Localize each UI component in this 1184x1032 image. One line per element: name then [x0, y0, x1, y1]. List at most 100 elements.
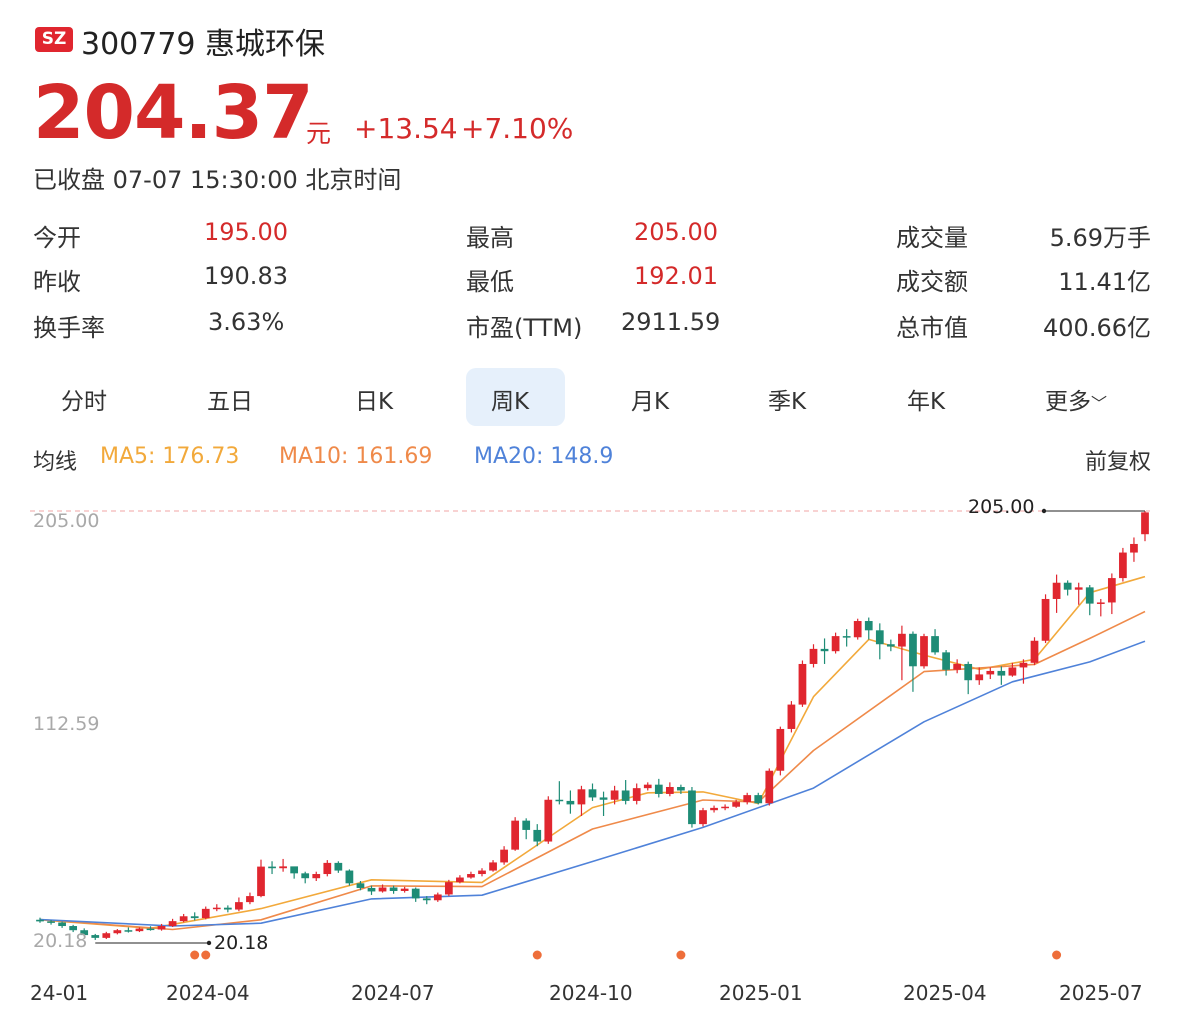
candle-down: [555, 799, 564, 802]
candle-up: [787, 704, 796, 729]
tab-monthly-k[interactable]: 月K: [631, 389, 670, 415]
market-status: 已收盘 07-07 15:30:00 北京时间: [33, 166, 402, 194]
candle-down: [268, 866, 276, 869]
candle-down: [80, 930, 89, 936]
tab-more[interactable]: 更多﹀: [1045, 382, 1107, 416]
price-unit: 元: [306, 119, 332, 148]
price-change-percent: +7.10%: [461, 112, 574, 145]
stat-label-high: 最高: [466, 224, 514, 252]
candle-up: [898, 633, 906, 647]
ma5-line: [39, 575, 1146, 930]
stat-value-pe: 2911.59: [621, 308, 721, 336]
tab-weekly-k[interactable]: 周K: [491, 389, 530, 415]
stock-title: 300779 惠城环保: [81, 27, 326, 62]
ma20-line: [39, 640, 1146, 927]
current-price: 204.37: [33, 70, 314, 156]
event-dot: [532, 950, 542, 960]
stat-value-amount: 11.41亿: [1058, 268, 1151, 296]
stat-label-open: 今开: [33, 224, 81, 252]
candle-up: [279, 866, 287, 869]
candle-down: [842, 636, 851, 638]
exchange-badge: SZ: [35, 27, 73, 52]
candle-down: [334, 862, 343, 871]
candle-down: [91, 935, 100, 938]
candle-down: [69, 926, 78, 931]
candle-down: [997, 670, 1006, 676]
candle-up: [1008, 667, 1017, 676]
low-price-marker-label: 20.18: [214, 932, 269, 954]
y-tick-top: 205.00: [33, 510, 100, 532]
candle-down: [688, 790, 696, 825]
candle-down: [36, 919, 44, 922]
candle-down: [864, 621, 873, 631]
candle-up: [577, 789, 586, 805]
tab-yearly-k[interactable]: 年K: [907, 389, 946, 415]
candle-up: [1052, 582, 1061, 599]
candle-up: [721, 806, 729, 809]
candle-up: [920, 636, 928, 667]
candle-up: [246, 896, 254, 903]
chevron-down-icon: ﹀: [1091, 394, 1108, 413]
candle-up: [478, 870, 486, 875]
candle-down: [146, 928, 155, 931]
candle-up: [135, 928, 144, 932]
candle-down: [1085, 587, 1094, 604]
x-tick-4: 2025-01: [719, 981, 803, 1005]
tab-five-day[interactable]: 五日: [207, 389, 253, 415]
x-tick-2: 2024-07: [351, 981, 435, 1005]
candle-up: [743, 795, 752, 803]
candle-up: [467, 874, 475, 878]
ma5-readout: MA5: 176.73: [100, 444, 240, 469]
candle-down: [190, 916, 199, 919]
stat-value-turnover-rate: 3.63%: [208, 308, 285, 336]
candle-up: [1041, 598, 1050, 641]
candle-up: [765, 770, 774, 804]
candle-down: [566, 800, 575, 805]
extreme-markers: [95, 508, 1145, 946]
candle-down: [356, 883, 365, 888]
candle-up: [986, 670, 995, 675]
candle-up: [776, 728, 785, 771]
candles: [36, 511, 1149, 940]
stat-value-market-cap: 400.66亿: [1043, 314, 1151, 342]
stat-value-high: 205.00: [634, 218, 718, 246]
candle-up: [444, 882, 453, 895]
candle-down: [942, 652, 950, 670]
y-tick-mid: 112.59: [33, 713, 100, 735]
candle-up: [157, 926, 166, 930]
candle-up: [1030, 640, 1039, 663]
candle-up: [500, 849, 508, 863]
candle-up: [456, 877, 464, 883]
candle-down: [875, 630, 884, 645]
candle-down: [621, 790, 630, 801]
candle-down: [345, 870, 354, 884]
candle-up: [610, 790, 619, 800]
x-tick-3: 2024-10: [549, 981, 633, 1005]
candle-up: [732, 802, 741, 807]
low-marker-dot: [206, 940, 212, 946]
tab-daily-k[interactable]: 日K: [355, 389, 394, 415]
candle-up: [113, 930, 122, 934]
candle-up: [235, 902, 243, 910]
candle-down: [588, 789, 597, 798]
tab-intraday[interactable]: 分时: [61, 389, 107, 415]
candle-up: [643, 784, 652, 789]
adjust-mode-button[interactable]: 前复权: [1084, 450, 1151, 475]
x-tick-6: 2025-07: [1059, 981, 1143, 1005]
x-tick-0: 24-01: [30, 981, 89, 1005]
event-dots: [190, 950, 1062, 960]
tab-quarterly-k[interactable]: 季K: [768, 389, 807, 415]
candle-down: [422, 898, 431, 901]
price-change: +13.54: [354, 112, 458, 145]
stat-label-amount: 成交额: [896, 268, 968, 296]
candle-up: [831, 636, 840, 652]
stat-label-pe: 市盈(TTM): [466, 314, 583, 342]
candle-up: [632, 788, 641, 801]
candle-up: [168, 921, 177, 927]
candle-down: [411, 888, 420, 899]
candle-up: [853, 621, 862, 638]
candle-down: [301, 873, 310, 879]
candle-down: [223, 907, 232, 910]
ma10-readout: MA10: 161.69: [279, 444, 433, 469]
